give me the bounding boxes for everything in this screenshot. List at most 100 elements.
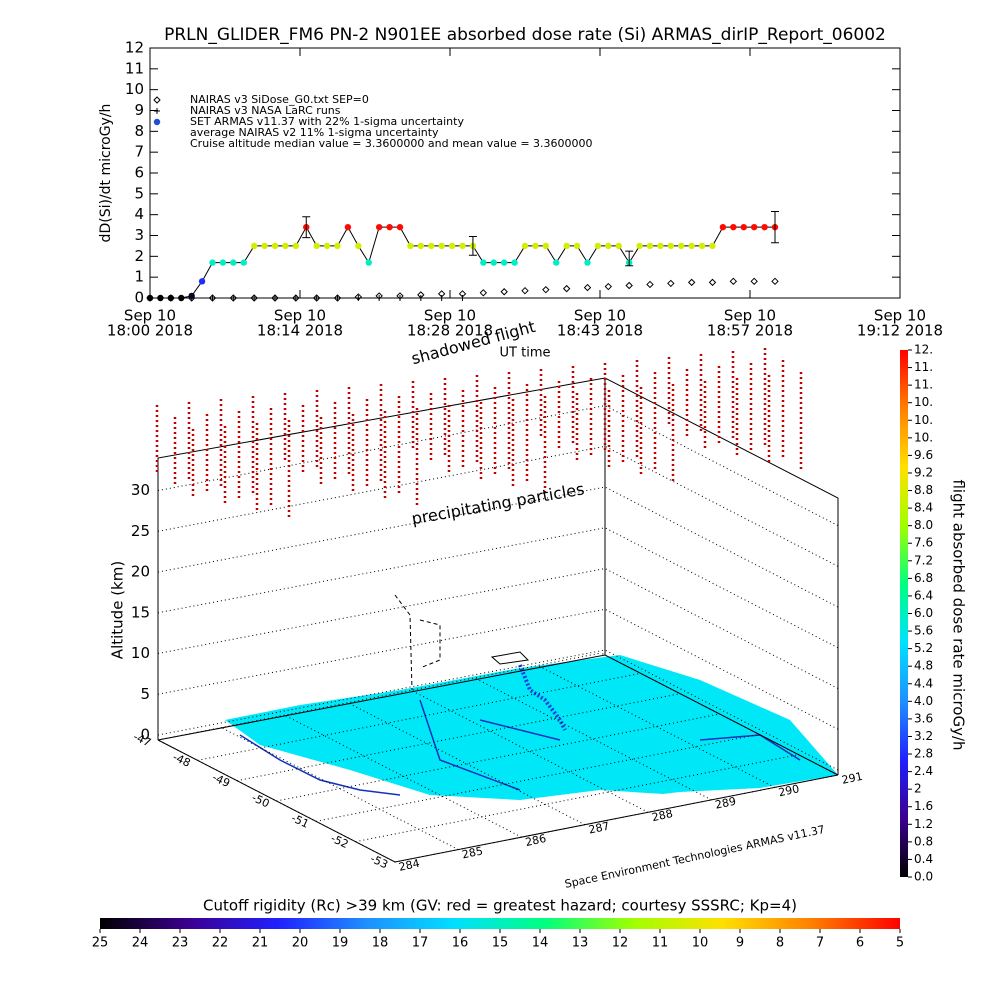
dot-marker (698, 242, 706, 250)
dot-marker (355, 242, 362, 250)
colorbar-tick-label: 0.0 (914, 870, 933, 884)
colorbar-tick-label: 25 (92, 936, 109, 951)
colorbar-tick-label: 4.8 (914, 659, 933, 673)
colorbar-tick-label: 1.2 (914, 817, 933, 831)
x-axis-label: UT time (500, 346, 551, 361)
z-tick-label: 10 (131, 644, 150, 662)
z-axis-label: Altitude (km) (109, 561, 127, 659)
colorbar-tick-label: 0.8 (914, 834, 933, 848)
y-tick-label: 3 (134, 226, 144, 244)
y-tick-label: 11 (125, 59, 144, 77)
dot-marker (261, 242, 268, 250)
coastline (239, 699, 801, 796)
lat-tick-label: -50 (250, 791, 272, 810)
floor-grid (394, 774, 839, 863)
colorbar-tick-label: 3.6 (914, 711, 933, 725)
lat-tick-label: -53 (368, 852, 390, 871)
colorbar-tick-label: 22 (212, 936, 229, 951)
colorbar-label: flight absorbed dose rate microGy/h (950, 479, 968, 750)
colorbar-tick-label: 10 (692, 936, 709, 951)
dot-marker (740, 223, 747, 231)
lon-tick-label: 288 (651, 807, 674, 824)
title: PRLN_GLIDER_FM6 PN-2 N901EE absorbed dos… (164, 25, 886, 45)
dot-marker (657, 242, 664, 250)
diamond-marker (562, 284, 571, 293)
diamond-marker (687, 278, 696, 287)
dot-marker (344, 223, 352, 231)
dot-marker (240, 259, 247, 266)
dot-marker (438, 242, 445, 250)
dot-marker (334, 242, 341, 250)
colorbar-tick-label: 8.4 (914, 501, 933, 515)
colorbar-tick-label: 24 (132, 936, 149, 951)
z-tick-label: 25 (131, 522, 150, 540)
flight-track (394, 594, 441, 691)
colorbar-tick-label: 21 (252, 936, 269, 951)
colorbar-tick-label: 6.4 (914, 588, 933, 602)
y-tick-label: 5 (134, 184, 144, 202)
lat-tick-label: -48 (171, 750, 193, 769)
plus-marker (334, 295, 341, 301)
dose-colorbar (900, 350, 908, 877)
colorbar-tick-label: 7.2 (914, 553, 933, 567)
colorbar-tick-label: 6.8 (914, 571, 933, 585)
colorbar-tick-label: 10. (914, 395, 933, 409)
diamond-marker (542, 285, 550, 294)
y-tick-label: 2 (134, 247, 144, 265)
plus-marker (251, 295, 258, 301)
colorbar-tick-label: 1.6 (914, 799, 933, 813)
plus-marker (355, 295, 362, 301)
floor-grid (221, 727, 459, 851)
colorbar-tick-label: 5.6 (914, 624, 933, 638)
colorbar-tick-label: 15 (492, 936, 509, 951)
x-tick-label: Sep 10 (874, 307, 926, 325)
diamond-marker (604, 282, 613, 291)
dot-marker (480, 259, 487, 266)
dot-marker (521, 242, 529, 250)
dot-marker (292, 242, 300, 250)
x-tick-label: 18:28 2018 (407, 322, 493, 340)
dot-marker (250, 242, 258, 250)
plot-frame (149, 47, 901, 299)
y-tick-label: 0 (134, 289, 144, 307)
dot-marker (188, 292, 195, 300)
colorbar-tick-label: 17 (412, 936, 429, 951)
dot-marker (490, 259, 497, 266)
dot-marker (688, 242, 695, 250)
dot-marker (511, 259, 518, 266)
colorbar-tick-label: 9 (736, 936, 744, 951)
dot-marker (459, 242, 466, 250)
dot-marker (219, 259, 227, 266)
dot-marker (605, 242, 612, 250)
legend-note: Cruise altitude median value = 3.3600000… (190, 137, 593, 150)
colorbar-tick-label: 2 (914, 782, 922, 796)
y-tick-label: 10 (125, 80, 144, 98)
colorbar-tick-label: 3.2 (914, 729, 933, 743)
lon-tick-label: 285 (461, 844, 484, 861)
colorbar-tick-label: 8.8 (914, 483, 933, 497)
plus-marker (397, 295, 403, 301)
lon-tick-label: 289 (714, 795, 737, 812)
y-tick-label: 4 (134, 205, 144, 223)
dot-marker (761, 223, 768, 231)
lon-tick-label: 287 (587, 820, 610, 837)
dot-marker (563, 242, 570, 250)
colorbar-tick-label: 0.4 (914, 852, 933, 866)
plus-marker (230, 295, 237, 301)
z-tick-label: 5 (140, 685, 150, 703)
x-tick-label: Sep 10 (424, 307, 476, 325)
dot-marker (198, 278, 206, 285)
diamond-marker (750, 277, 758, 286)
colorbar-tick-label: 9.6 (914, 448, 933, 462)
colorbar-tick-label: 11. (914, 360, 933, 374)
dot-marker (615, 242, 622, 250)
colorbar-tick-label: 6 (856, 936, 864, 951)
lat-tick-label: -51 (289, 811, 311, 830)
dot-marker (709, 242, 716, 250)
dot-marker (209, 259, 216, 266)
dot-marker (719, 223, 727, 231)
lon-tick-label: 290 (777, 782, 800, 799)
legend-marker (154, 108, 160, 114)
y-tick-label: 12 (125, 39, 144, 57)
